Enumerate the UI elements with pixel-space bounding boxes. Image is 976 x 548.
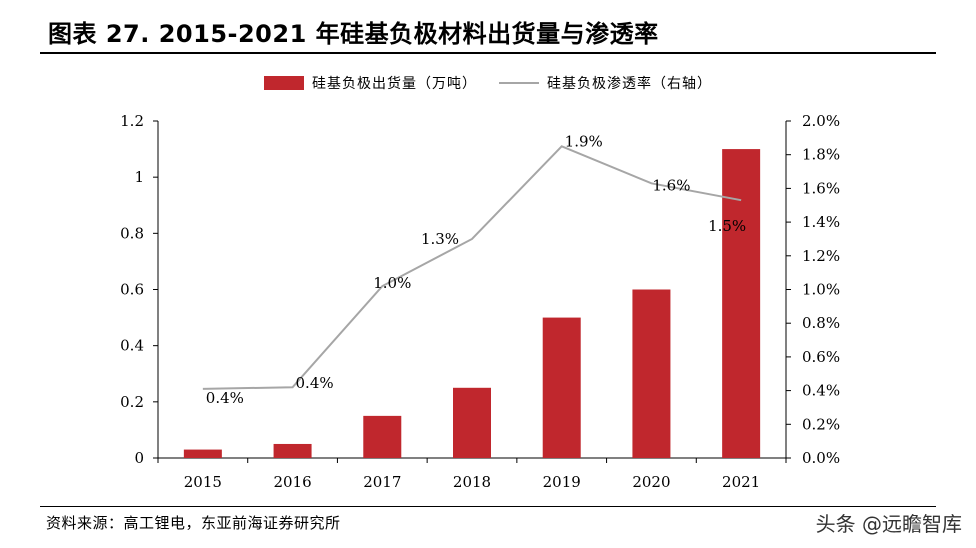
left-tick-label: 0.8 [120, 224, 144, 242]
right-tick-label: 0.2% [802, 415, 840, 433]
legend-bar-label: 硅基负极出货量（万吨） [312, 76, 477, 92]
line-data-label: 1.6% [652, 176, 690, 194]
title-rule [40, 52, 936, 54]
legend: 硅基负极出货量（万吨） 硅基负极渗透率（右轴） [0, 73, 976, 93]
x-tick-label: 2016 [273, 473, 311, 491]
watermark: 头条 @远瞻智库 [815, 512, 962, 536]
penetration-line [202, 145, 742, 390]
right-tick-label: 1.8% [802, 146, 840, 164]
legend-line-swatch [499, 82, 539, 84]
legend-line-label: 硅基负极渗透率（右轴） [547, 76, 712, 92]
right-tick-label: 1.6% [802, 179, 840, 197]
line-data-label: 1.9% [565, 132, 603, 150]
left-tick-label: 1 [134, 168, 144, 186]
x-tick-label: 2019 [543, 473, 581, 491]
left-tick-label: 1.2 [120, 112, 144, 130]
bar [273, 443, 312, 458]
line-data-label: 1.0% [373, 274, 411, 292]
x-tick-label: 2020 [632, 473, 670, 491]
source-note: 资料来源：高工锂电，东亚前海证券研究所 [46, 514, 341, 532]
bar [542, 317, 581, 458]
x-tick-label: 2018 [453, 473, 491, 491]
right-tick-label: 0.6% [802, 348, 840, 366]
left-tick-label: 0.2 [120, 393, 144, 411]
line-data-label: 0.4% [206, 389, 244, 407]
bar [453, 387, 491, 458]
left-tick-label: 0.4 [120, 337, 144, 355]
right-tick-label: 0.4% [802, 382, 840, 400]
legend-item-bar: 硅基负极出货量（万吨） [264, 73, 477, 93]
chart-title: 图表 27. 2015-2021 年硅基负极材料出货量与渗透率 [48, 20, 659, 48]
left-tick-label: 0 [134, 449, 144, 467]
bar [183, 449, 222, 458]
bar [632, 289, 671, 458]
right-tick-label: 1.0% [802, 281, 840, 299]
left-tick-label: 0.6 [120, 281, 144, 299]
source-rule [40, 506, 936, 507]
x-tick-label: 2017 [363, 473, 401, 491]
bar [363, 415, 402, 458]
x-tick-label: 2015 [184, 473, 222, 491]
right-tick-label: 1.4% [802, 213, 840, 231]
right-tick-label: 0.0% [802, 449, 840, 467]
line-data-label: 1.5% [708, 217, 746, 235]
line-data-label: 1.3% [421, 230, 459, 248]
legend-bar-swatch [264, 76, 304, 90]
right-tick-label: 1.2% [802, 247, 840, 265]
bar [722, 149, 761, 459]
line-data-label: 0.4% [296, 374, 334, 392]
right-tick-label: 0.8% [802, 314, 840, 332]
x-tick-label: 2021 [722, 473, 760, 491]
right-tick-label: 2.0% [802, 112, 840, 130]
legend-item-line: 硅基负极渗透率（右轴） [499, 73, 712, 93]
